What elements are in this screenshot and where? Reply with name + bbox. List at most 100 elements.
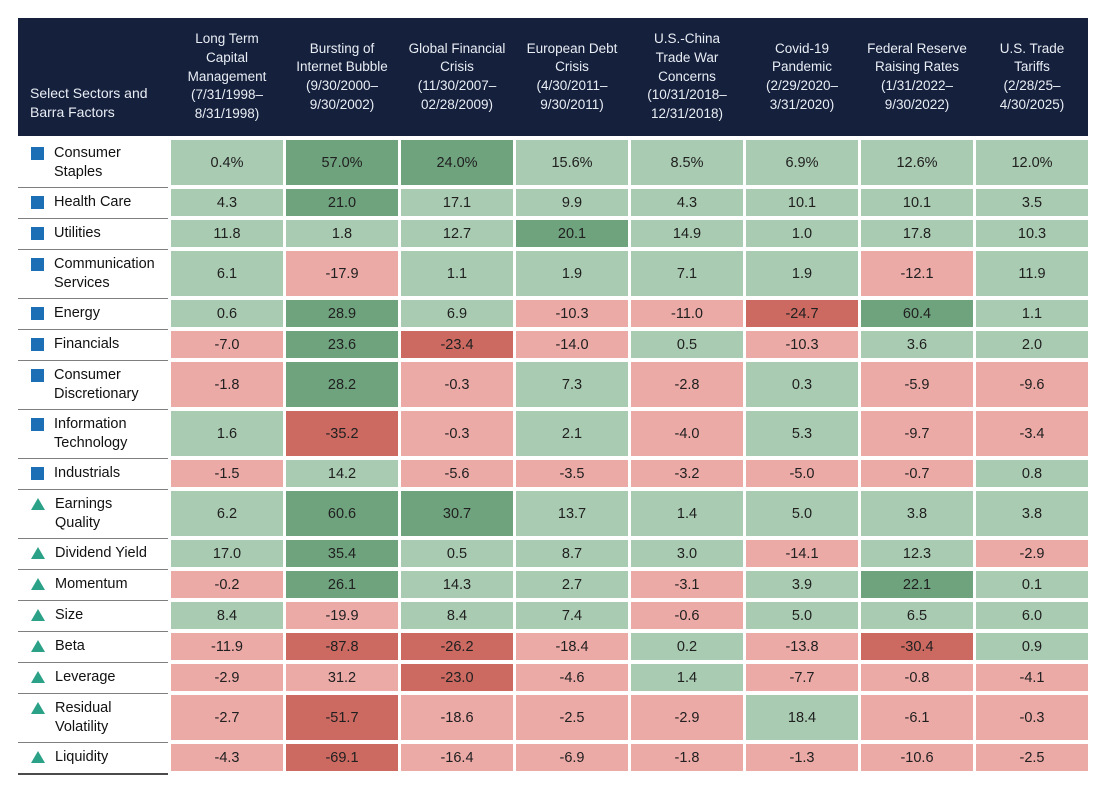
heatmap-cell: -7.0	[171, 331, 283, 358]
heatmap-cell: -2.9	[631, 695, 743, 740]
heatmap-cell: 3.9	[746, 571, 858, 598]
table-row: Dividend Yield 17.0 35.4 0.5 8.7 3.0 -14.1 12.3…	[18, 540, 1088, 570]
heatmap-cell: -12.1	[861, 251, 973, 296]
factor-triangle-icon	[31, 640, 45, 653]
column-header: Long Term Capital Management (7/31/1998–8…	[171, 30, 283, 123]
heatmap-cell: -2.8	[631, 362, 743, 407]
heatmap-cell: 11.8	[171, 220, 283, 247]
heatmap-cell: -11.9	[171, 633, 283, 660]
heatmap-cell: 1.9	[516, 251, 628, 296]
row-label: Financials	[54, 336, 120, 353]
heatmap-cell: 0.9	[976, 633, 1088, 660]
corner-header-label: Select Sectors and Barra Factors	[30, 85, 148, 121]
heatmap-cell: -13.8	[746, 633, 858, 660]
factor-triangle-icon	[31, 701, 45, 714]
heatmap-cell: -0.3	[401, 362, 513, 407]
heatmap-cell: -19.9	[286, 602, 398, 629]
row-label: Industrials	[54, 465, 121, 482]
heatmap-cell: 7.3	[516, 362, 628, 407]
heatmap-cell: 23.6	[286, 331, 398, 358]
heatmap-cell: 60.4	[861, 300, 973, 327]
heatmap-cell: 17.1	[401, 189, 513, 216]
heatmap-cell: 24.0%	[401, 140, 513, 185]
heatmap-cell: -10.6	[861, 744, 973, 771]
row-label-cell: Momentum	[18, 571, 168, 601]
heatmap-cell: 2.0	[976, 331, 1088, 358]
column-header: European Debt Crisis (4/30/2011–9/30/2011…	[516, 40, 628, 115]
heatmap-cell: 31.2	[286, 664, 398, 691]
factor-triangle-icon	[31, 751, 45, 764]
heatmap-cell: 0.4%	[171, 140, 283, 185]
factor-triangle-icon	[31, 578, 45, 591]
heatmap-cell: 1.6	[171, 411, 283, 456]
heatmap-cell: -0.3	[401, 411, 513, 456]
sector-square-icon	[31, 196, 44, 210]
heatmap-cell: 3.6	[861, 331, 973, 358]
column-date-range: (4/30/2011–9/30/2011)	[536, 78, 608, 112]
heatmap-cell: -3.2	[631, 460, 743, 487]
heatmap-cell: -3.1	[631, 571, 743, 598]
heatmap-cell: -0.2	[171, 571, 283, 598]
column-date-range: (10/31/2018–12/31/2018)	[647, 87, 727, 121]
heatmap-cell: -9.6	[976, 362, 1088, 407]
table-row: Health Care 4.3 21.0 17.1 9.9 4.3 10.1 10.1 3.5	[18, 189, 1088, 219]
heatmap-cell: 1.1	[976, 300, 1088, 327]
heatmap-cell: -23.4	[401, 331, 513, 358]
heatmap-cell: -7.7	[746, 664, 858, 691]
heatmap-cell: 7.4	[516, 602, 628, 629]
row-label-cell: Consumer Discretionary	[18, 362, 168, 410]
table-row: Information Technology 1.6 -35.2 -0.3 2.1 -4.…	[18, 411, 1088, 459]
row-label: Health Care	[54, 194, 132, 211]
heatmap-cell: -3.5	[516, 460, 628, 487]
heatmap-cell: -1.8	[171, 362, 283, 407]
row-label: Liquidity	[55, 749, 109, 766]
heatmap-cell: 4.3	[171, 189, 283, 216]
heatmap-cell: -0.7	[861, 460, 973, 487]
heatmap-cell: -2.9	[976, 540, 1088, 567]
table-row: Communication Services 6.1 -17.9 1.1 1.9 7.1 1…	[18, 251, 1088, 299]
row-label: Dividend Yield	[55, 545, 147, 562]
heatmap-cell: 7.1	[631, 251, 743, 296]
table-row: Size 8.4 -19.9 8.4 7.4 -0.6 5.0 6.5 6.0	[18, 602, 1088, 632]
heatmap-cell: -0.3	[976, 695, 1088, 740]
row-label: Consumer Discretionary	[54, 366, 139, 402]
heatmap-cell: 22.1	[861, 571, 973, 598]
table-row: Energy 0.6 28.9 6.9 -10.3 -11.0 -24.7 60.4 1.1	[18, 300, 1088, 330]
row-label-cell: Consumer Staples	[18, 140, 168, 188]
heatmap-cell: 3.0	[631, 540, 743, 567]
factor-triangle-icon	[31, 547, 45, 560]
row-label: Leverage	[55, 669, 116, 686]
heatmap-cell: 0.5	[631, 331, 743, 358]
column-title: Global Financial Crisis	[408, 40, 506, 75]
heatmap-cell: -2.5	[976, 744, 1088, 771]
heatmap-cell: -1.5	[171, 460, 283, 487]
heatmap-cell: -2.7	[171, 695, 283, 740]
heatmap-cell: -4.0	[631, 411, 743, 456]
heatmap-cell: -51.7	[286, 695, 398, 740]
row-label: Energy	[54, 305, 100, 322]
column-header: Bursting of Internet Bubble (9/30/2000–9/…	[286, 40, 398, 115]
column-title: U.S.-China Trade War Concerns	[653, 31, 721, 84]
factor-triangle-icon	[31, 671, 45, 684]
heatmap-cell: 1.9	[746, 251, 858, 296]
heatmap-cell: 17.8	[861, 220, 973, 247]
sector-square-icon	[31, 257, 44, 271]
row-label-cell: Information Technology	[18, 411, 168, 459]
heatmap-cell: 4.3	[631, 189, 743, 216]
row-label-cell: Dividend Yield	[18, 540, 168, 570]
row-label-cell: Residual Volatility	[18, 695, 168, 743]
heatmap-cell: -5.9	[861, 362, 973, 407]
heatmap-cell: 5.3	[746, 411, 858, 456]
heatmap-cell: -11.0	[631, 300, 743, 327]
row-label: Residual Volatility	[55, 699, 112, 735]
heatmap-cell: -6.9	[516, 744, 628, 771]
heatmap-cell: -5.6	[401, 460, 513, 487]
heatmap-cell: 13.7	[516, 491, 628, 536]
row-label: Beta	[55, 638, 85, 655]
row-label: Consumer Staples	[54, 144, 121, 180]
heatmap-cell: 17.0	[171, 540, 283, 567]
heatmap-cell: 57.0%	[286, 140, 398, 185]
row-label-cell: Utilities	[18, 220, 168, 250]
table-row: Residual Volatility -2.7 -51.7 -18.6 -2.5 -2.…	[18, 695, 1088, 743]
heatmap-cell: 12.7	[401, 220, 513, 247]
